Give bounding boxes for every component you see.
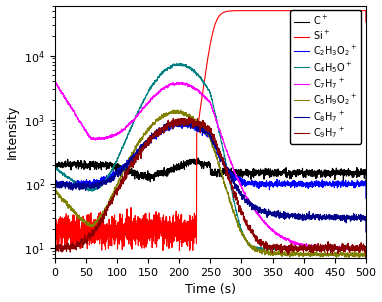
C$_2$H$_3$O$_2$$^+$ [285, 182, 289, 185]
C$_7$H$_7$$^+$ [53, 79, 57, 83]
C$^+$ [109, 163, 113, 166]
C$_4$H$_5$O$^+$ [255, 247, 259, 250]
Line: C$_7$H$_7$$^+$: C$_7$H$_7$$^+$ [55, 81, 366, 261]
C$_8$H$_7$$^+$ [109, 180, 113, 184]
C$_7$H$_7$$^+$ [255, 211, 259, 214]
C$_4$H$_5$O$^+$ [364, 261, 368, 265]
Line: C$_4$H$_5$O$^+$: C$_4$H$_5$O$^+$ [55, 63, 366, 263]
C$_2$H$_3$O$_2$$^+$ [171, 125, 176, 128]
C$_7$H$_7$$^+$ [52, 94, 57, 97]
C$_8$H$_7$$^+$ [239, 191, 244, 194]
C$_4$H$_5$O$^+$ [171, 63, 176, 66]
C$_4$H$_5$O$^+$ [239, 229, 244, 233]
Si$^+$ [239, 9, 244, 12]
C$_9$H$_7$$^+$ [109, 199, 113, 203]
C$^+$ [285, 175, 289, 178]
C$_5$H$_9$O$_2$$^+$ [285, 253, 289, 257]
C$_2$H$_3$O$_2$$^+$ [364, 197, 368, 200]
C$^+$ [239, 174, 244, 178]
C$_9$H$_7$$^+$ [187, 115, 191, 119]
C$_5$H$_9$O$_2$$^+$ [364, 268, 368, 272]
Si$^+$ [255, 9, 259, 12]
Si$^+$ [285, 9, 289, 12]
X-axis label: Time (s): Time (s) [185, 284, 236, 297]
C$^+$ [255, 169, 259, 172]
C$_8$H$_7$$^+$ [171, 124, 176, 128]
C$_5$H$_9$O$_2$$^+$ [52, 204, 57, 207]
C$_9$H$_7$$^+$ [239, 212, 244, 216]
C$_9$H$_7$$^+$ [285, 250, 289, 254]
C$^+$ [308, 170, 313, 174]
Si$^+$ [177, 249, 182, 252]
C$_7$H$_7$$^+$ [109, 133, 113, 137]
C$_9$H$_7$$^+$ [255, 239, 259, 243]
C$_2$H$_3$O$_2$$^+$ [255, 181, 259, 185]
Si$^+$ [171, 233, 176, 237]
Line: Si$^+$: Si$^+$ [55, 11, 366, 251]
Line: C$_2$H$_3$O$_2$$^+$: C$_2$H$_3$O$_2$$^+$ [55, 121, 366, 198]
Y-axis label: Intensity: Intensity [6, 105, 19, 159]
Line: C$^+$: C$^+$ [55, 158, 366, 183]
C$_9$H$_7$$^+$ [308, 246, 313, 249]
C$^+$ [52, 176, 57, 179]
Legend: C$^+$, Si$^+$, C$_2$H$_3$O$_2$$^+$, C$_4$H$_5$O$^+$, C$_7$H$_7$$^+$, C$_5$H$_9$O: C$^+$, Si$^+$, C$_2$H$_3$O$_2$$^+$, C$_4… [290, 10, 361, 144]
C$_5$H$_9$O$_2$$^+$ [239, 230, 244, 234]
C$^+$ [171, 164, 176, 168]
C$_2$H$_3$O$_2$$^+$ [239, 181, 244, 185]
C$_7$H$_7$$^+$ [285, 237, 289, 241]
C$_4$H$_5$O$^+$ [285, 246, 289, 250]
C$_2$H$_3$O$_2$$^+$ [52, 194, 57, 198]
C$_9$H$_7$$^+$ [52, 263, 57, 267]
C$_8$H$_7$$^+$ [308, 215, 313, 219]
C$_8$H$_7$$^+$ [255, 205, 259, 209]
C$_7$H$_7$$^+$ [239, 185, 244, 188]
C$^+$ [364, 181, 368, 185]
C$_4$H$_5$O$^+$ [109, 169, 113, 173]
Line: C$_5$H$_9$O$_2$$^+$: C$_5$H$_9$O$_2$$^+$ [55, 110, 366, 270]
Si$^+$ [364, 20, 368, 24]
Line: C$_9$H$_7$$^+$: C$_9$H$_7$$^+$ [55, 117, 366, 265]
C$_8$H$_7$$^+$ [285, 216, 289, 219]
C$_7$H$_7$$^+$ [172, 82, 176, 85]
C$_5$H$_9$O$_2$$^+$ [171, 108, 176, 112]
C$_5$H$_9$O$_2$$^+$ [109, 196, 113, 200]
Si$^+$ [109, 233, 113, 237]
C$^+$ [196, 156, 201, 160]
C$_2$H$_3$O$_2$$^+$ [181, 120, 185, 123]
Si$^+$ [52, 246, 57, 249]
C$_9$H$_7$$^+$ [364, 258, 368, 262]
C$_5$H$_9$O$_2$$^+$ [172, 111, 176, 114]
Si$^+$ [349, 9, 354, 12]
C$_8$H$_7$$^+$ [364, 230, 368, 234]
Line: C$_8$H$_7$$^+$: C$_8$H$_7$$^+$ [55, 120, 366, 232]
Si$^+$ [308, 9, 313, 12]
C$_4$H$_5$O$^+$ [174, 62, 179, 65]
C$_2$H$_3$O$_2$$^+$ [308, 182, 313, 185]
C$_8$H$_7$$^+$ [52, 199, 57, 202]
C$_5$H$_9$O$_2$$^+$ [308, 254, 313, 258]
C$_9$H$_7$$^+$ [171, 124, 176, 127]
C$_4$H$_5$O$^+$ [52, 179, 57, 183]
C$_5$H$_9$O$_2$$^+$ [255, 248, 259, 252]
C$_7$H$_7$$^+$ [308, 245, 313, 249]
C$_8$H$_7$$^+$ [178, 118, 182, 122]
C$_2$H$_3$O$_2$$^+$ [109, 175, 113, 178]
C$_4$H$_5$O$^+$ [308, 246, 313, 250]
C$_7$H$_7$$^+$ [364, 259, 368, 263]
